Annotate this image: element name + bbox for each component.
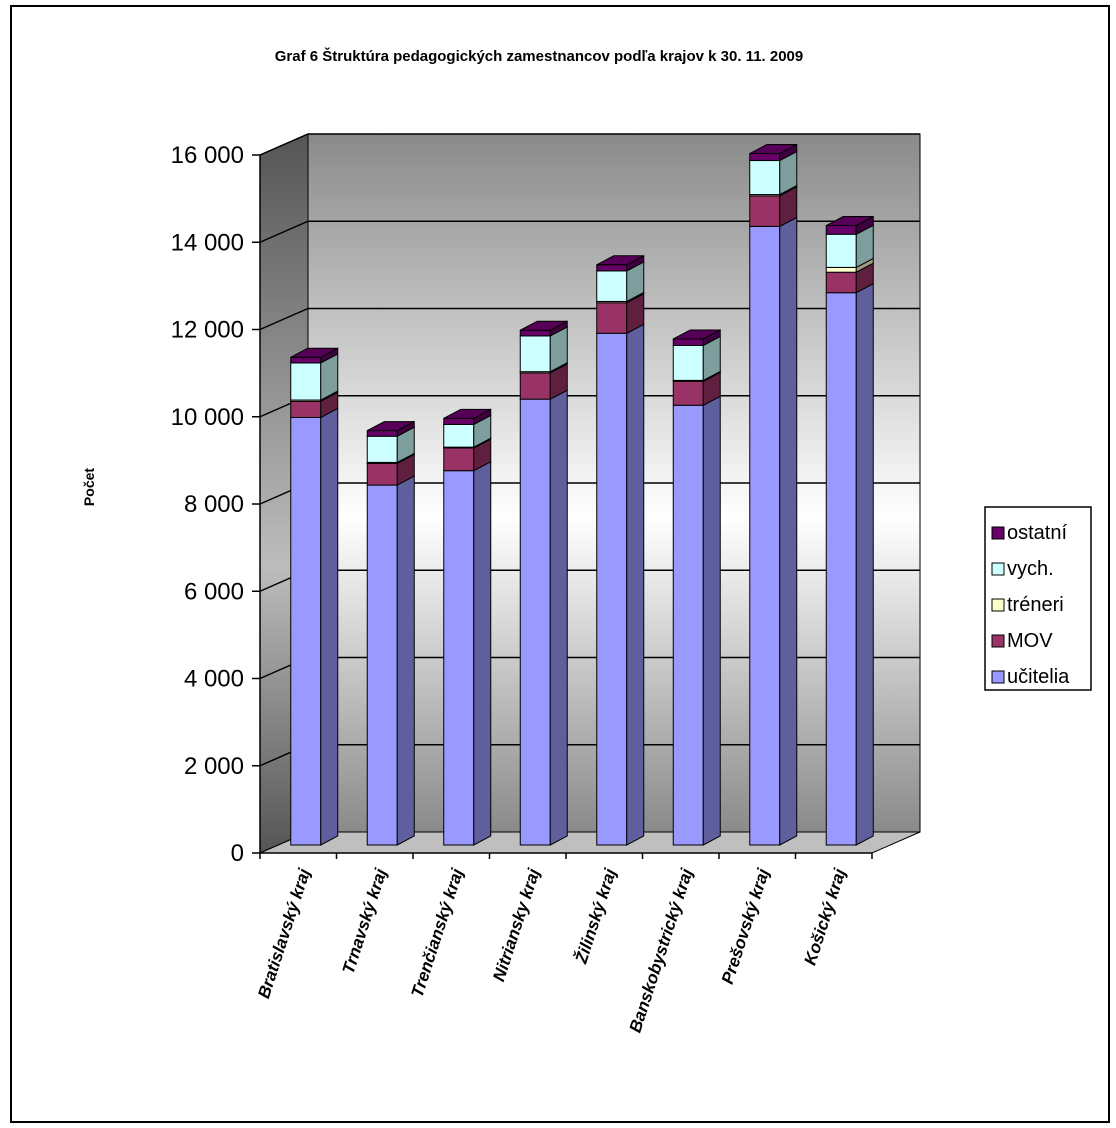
bar-segment-side	[473, 460, 492, 846]
bar-segment-front	[519, 329, 551, 337]
legend-swatch	[991, 526, 1005, 540]
bar-segment-side	[779, 216, 798, 846]
y-tick-label: 12 000	[171, 317, 244, 344]
bar-top	[826, 216, 874, 227]
gridline	[259, 133, 920, 156]
x-category-label: Banskobystrický kraj	[626, 865, 697, 1035]
bar-segment-front	[672, 404, 704, 846]
legend-label: vych.	[1007, 558, 1054, 580]
bar-stack	[596, 254, 645, 846]
bar-segment-front	[596, 264, 628, 272]
bar-segment-front	[825, 233, 857, 268]
bar-segment-front	[825, 266, 857, 273]
x-category-label: Trnavský kraj	[339, 865, 391, 976]
legend-swatch	[991, 634, 1005, 648]
legend-label: ostatní	[1007, 522, 1067, 544]
bar-segment-front	[290, 356, 322, 364]
bar-segment-front	[749, 160, 781, 196]
bar-stack	[825, 215, 874, 846]
x-category-label: Trenčianský kraj	[408, 865, 468, 999]
bar-segment-front	[596, 332, 628, 846]
bar-segment-front	[749, 195, 781, 227]
bar-segment-side	[626, 323, 645, 846]
bar-segment-front	[672, 380, 704, 406]
x-axis: Bratislavský kraj Trnavský kraj Trenčiansk…	[254, 852, 873, 1035]
bar-segment-front	[749, 225, 781, 846]
bar-segment-front	[366, 435, 398, 463]
x-category-label: Prešovský kraj	[718, 865, 774, 986]
y-axis-label: Počet	[81, 468, 97, 506]
bar-segment-front	[290, 400, 322, 418]
bar-segment-front	[290, 362, 322, 401]
bar-segment-front	[596, 270, 628, 302]
bar-stack	[290, 347, 339, 846]
y-tick-label: 8 000	[184, 491, 244, 518]
bar-top	[290, 347, 338, 358]
bar-segment-front	[519, 398, 551, 846]
bar-segment-front	[519, 372, 551, 400]
bars	[290, 143, 874, 846]
bar-stack	[366, 420, 415, 846]
y-tick-label: 6 000	[184, 578, 244, 605]
bar-segment-front	[443, 417, 475, 425]
bar-top	[520, 320, 568, 331]
bar-top	[596, 255, 644, 266]
bar-segment-front	[366, 484, 398, 846]
bar-segment-side	[549, 389, 568, 846]
bar-segment-front	[443, 423, 475, 448]
bar-segment-front	[519, 335, 551, 373]
y-axis: 0 2 000 4 000 6 000 8 000 10 000 12 000 14 000 1…	[171, 142, 261, 867]
chart-title: Graf 6 Štruktúra pedagogických zamestnan…	[275, 47, 804, 65]
bar-stack	[749, 143, 798, 846]
legend-label: MOV	[1007, 630, 1053, 652]
bar-segment-front	[366, 430, 398, 437]
legend-label: tréneri	[1007, 594, 1064, 616]
bar-top	[749, 144, 797, 155]
chart-frame: Graf 6 Štruktúra pedagogických zamestnan…	[10, 5, 1110, 1123]
chart: Graf 6 Štruktúra pedagogických zamestnan…	[81, 47, 1092, 1035]
floor	[259, 831, 921, 854]
y-tick-label: 14 000	[171, 229, 244, 256]
bar-segment-side	[702, 395, 721, 846]
x-category-label: Žilinský kraj	[571, 865, 620, 966]
bar-segment-front	[443, 447, 475, 472]
bar-top	[367, 421, 415, 432]
bar-top	[673, 329, 721, 340]
bar-top	[443, 408, 491, 419]
y-tick-label: 2 000	[184, 753, 244, 780]
y-tick-label: 4 000	[184, 666, 244, 693]
gridline	[259, 307, 920, 331]
bar-segment-front	[749, 153, 781, 162]
bar-segment-front	[672, 338, 704, 346]
bar-stack	[672, 329, 721, 846]
bar-segment-front	[366, 462, 398, 486]
bar-segment-front	[290, 416, 322, 846]
y-tick-label: 0	[231, 840, 244, 867]
bar-segment-side	[396, 475, 415, 846]
bar-segment-side	[320, 407, 339, 846]
x-category-label: Nitriansky kraj	[489, 865, 544, 984]
bar-segment-front	[596, 302, 628, 334]
bar-segment-front	[825, 292, 857, 846]
legend-label: učitelia	[1007, 666, 1070, 688]
bar-segment-front	[825, 271, 857, 294]
bar-stack	[443, 408, 492, 846]
gridline	[259, 220, 920, 243]
x-category-label: Košický kraj	[801, 865, 850, 967]
y-tick-label: 10 000	[171, 404, 244, 431]
x-category-label: Bratislavský kraj	[254, 865, 314, 1001]
bar-stack	[519, 320, 568, 846]
bar-segment-front	[443, 470, 475, 846]
legend: ostatní vych. tréneri MOV učitelia	[984, 506, 1092, 691]
legend-swatch	[991, 562, 1005, 576]
bar-segment-front	[672, 344, 704, 381]
legend-swatch	[991, 670, 1005, 684]
bar-segment-side	[855, 282, 874, 846]
y-tick-label: 16 000	[171, 142, 244, 169]
legend-swatch	[991, 598, 1005, 612]
bar-segment-front	[825, 225, 857, 235]
